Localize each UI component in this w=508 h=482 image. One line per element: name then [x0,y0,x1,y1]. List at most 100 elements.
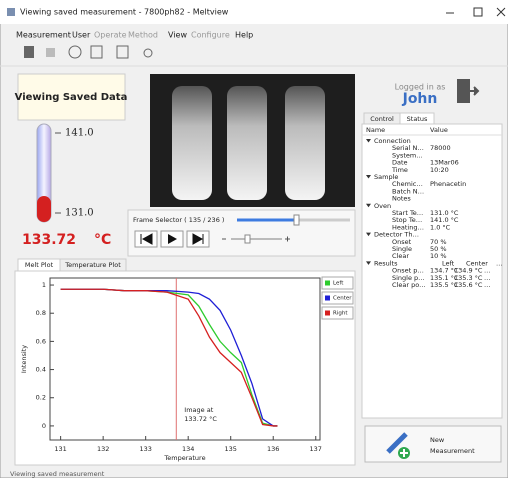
annotation-text: Image at [184,406,213,414]
y-tick-label: 0.8 [36,309,46,317]
tool-icon[interactable] [90,45,103,59]
menu-item[interactable]: Help [235,31,253,40]
row-name: Date [392,159,408,167]
group-value: Left [442,259,455,267]
row-value: 13Mar06 [430,159,459,167]
x-tick-label: 137 [310,445,322,453]
legend-box [321,291,354,305]
x-tick-label: 131 [54,445,66,453]
button-label[interactable]: Measurement [430,447,475,455]
row-value: … [484,274,491,282]
row-name: Onset [392,238,412,246]
current-temp: 133.72 [22,232,76,248]
row-value: 135.6 °C [454,281,483,289]
row-value: 70 % [430,238,447,246]
y-tick-label: 0.6 [36,337,46,345]
x-tick-label: 135 [224,445,236,453]
x-axis-label: Temperature [163,454,205,462]
window-title: Viewing saved measurement - 7800ph82 - M… [20,8,229,17]
legend-label: Center [333,296,352,302]
x-tick-label: 132 [97,445,109,453]
row-name: Stop Te… [392,216,422,224]
x-tick-label: 136 [267,445,279,453]
legend-box [321,306,354,320]
column-header: Name [366,126,385,134]
tube [227,86,267,200]
logout-button[interactable] [457,79,480,103]
menu-item[interactable]: View [168,31,187,40]
expand-arrow[interactable] [366,139,371,143]
row-name: Heating… [392,223,424,231]
expand-arrow[interactable] [366,232,371,237]
menu-item[interactable]: Measurement [16,31,71,40]
row-value: 78000 [430,144,451,152]
row-value: 135.3 °C [454,274,483,282]
zoom-plus[interactable] [285,236,290,242]
tool-icon[interactable] [68,45,82,59]
button-label[interactable]: New [430,436,445,444]
row-value: Phenacetin [430,180,466,188]
group-name: Oven [374,202,391,210]
tab-label[interactable]: Melt Plot [25,261,54,269]
zoom-handle[interactable] [244,234,251,244]
tab-label[interactable]: Status [407,115,428,123]
maximize-button[interactable] [473,7,483,17]
menu-item[interactable]: Method [128,31,158,40]
row-name: Single [392,245,412,253]
frame-slider-handle[interactable] [293,214,300,226]
y-tick-label: 0 [42,422,46,430]
row-value: 134.9 °C [454,267,483,275]
title-bar [0,0,508,24]
icon [386,432,408,454]
mode-box [17,73,126,121]
tool-icon[interactable] [46,48,55,57]
status-tree [361,123,503,419]
row-name: Batch N… [392,187,424,195]
row-value: 1.0 °C [430,223,451,231]
new-measurement-button[interactable] [364,425,502,463]
group-value: … [496,259,503,267]
row-value: … [484,281,491,289]
series-line [60,288,278,427]
row-value: 135.5 °C [430,281,459,289]
group-name: Detector Th… [374,231,419,239]
annotation-text: 133.72 °C [184,415,217,423]
legend-swatch [325,280,330,286]
menu-item[interactable]: User [72,31,91,40]
row-name: Single p… [392,274,425,282]
row-value: 10 % [430,252,447,260]
row-name: Serial N… [392,144,424,152]
group-value: Center [466,259,488,267]
temp-unit: °C [94,232,111,248]
row-value: 50 % [430,245,447,253]
menu-item[interactable]: Operate [94,31,127,40]
tool-icon[interactable] [24,46,34,58]
column-header: Value [430,126,448,134]
thermometer-fill [37,196,51,222]
plot-area [49,277,321,441]
tab-label[interactable]: Control [370,115,394,123]
tool-icon[interactable] [143,48,153,58]
x-tick-label: 134 [182,445,194,453]
login-label: Logged in as [395,83,446,92]
row-name: Time [391,166,408,174]
tool-icon[interactable] [116,45,129,59]
tab-label[interactable]: Temperature Plot [64,261,121,269]
icon [192,233,204,245]
close-button[interactable] [496,7,506,17]
row-value: 135.1 °C [430,274,459,282]
icon [400,449,408,457]
row-name: Clear [392,252,409,260]
expand-arrow[interactable] [366,203,371,208]
legend-box [321,276,354,290]
menu-item[interactable]: Configure [191,31,230,40]
icon [168,234,177,244]
group-name: Connection [374,137,411,145]
row-name: Start Te… [392,209,423,217]
expand-arrow[interactable] [366,261,371,265]
app-icon [7,8,15,16]
expand-arrow[interactable] [366,175,371,179]
tube [285,86,325,200]
